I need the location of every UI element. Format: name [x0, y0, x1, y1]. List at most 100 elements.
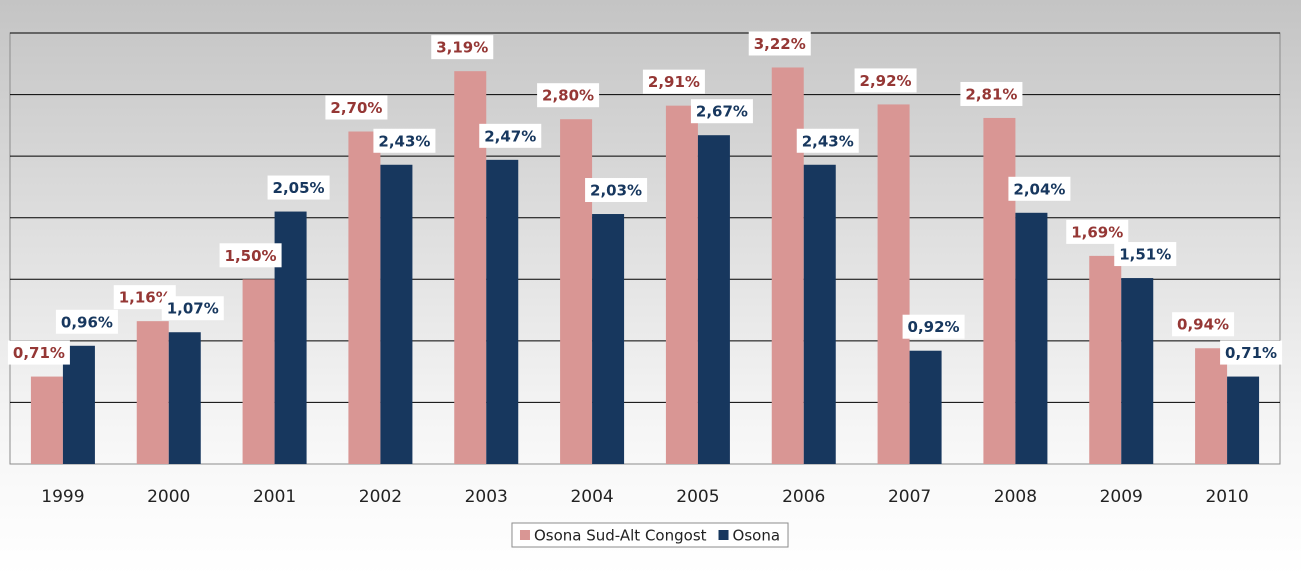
x-tick-label: 2001 — [253, 487, 296, 507]
data-label-text: 2,92% — [860, 72, 912, 90]
x-tick-label: 2006 — [782, 487, 825, 507]
bar — [877, 104, 910, 465]
data-label: 2,03% — [585, 178, 648, 203]
data-label-text: 2,03% — [590, 182, 642, 200]
bar — [62, 345, 95, 464]
data-label-box — [960, 81, 1023, 106]
data-label-box — [325, 95, 388, 120]
data-label: 3,22% — [748, 31, 811, 56]
data-label-text: 1,69% — [1071, 223, 1123, 241]
data-label: 2,47% — [479, 123, 542, 148]
data-label-box — [431, 35, 494, 60]
legend-box — [511, 522, 789, 548]
bar — [771, 67, 804, 464]
data-label-box — [902, 314, 965, 339]
bar — [136, 321, 169, 464]
data-label-box — [161, 296, 224, 321]
data-label: 2,80% — [537, 83, 600, 108]
data-label-text: 2,81% — [965, 85, 1017, 103]
data-label: 0,71% — [7, 340, 70, 365]
x-tick-label: 2003 — [465, 487, 508, 507]
data-label-box — [1008, 176, 1071, 201]
x-tick-label: 2007 — [888, 487, 931, 507]
data-label-box — [1066, 219, 1129, 244]
data-label-text: 1,50% — [225, 247, 277, 265]
bar — [560, 119, 593, 464]
data-label-text: 1,07% — [167, 300, 219, 318]
x-tick-label: 2008 — [994, 487, 1037, 507]
data-label-box — [748, 31, 811, 56]
bar — [380, 164, 413, 464]
data-label-text: 3,22% — [754, 35, 806, 53]
bar — [983, 117, 1016, 465]
data-label: 2,05% — [267, 175, 330, 200]
data-label-text: 2,91% — [648, 73, 700, 91]
data-label-box — [642, 69, 705, 94]
data-label-text: 2,43% — [802, 132, 854, 150]
data-label: 0,94% — [1172, 312, 1235, 337]
x-tick-label: 1999 — [41, 487, 84, 507]
data-label-text: 1,16% — [119, 289, 171, 307]
bar — [30, 376, 63, 464]
legend-label: Osona — [733, 527, 781, 545]
data-label-box — [1172, 312, 1235, 337]
data-label: 2,70% — [325, 95, 388, 120]
legend-label: Osona Sud-Alt Congost — [534, 527, 707, 545]
bar — [909, 350, 942, 464]
bar — [592, 214, 625, 464]
bar — [486, 159, 519, 464]
data-label: 2,43% — [796, 128, 859, 153]
bar — [1015, 212, 1048, 464]
data-label-box — [1114, 242, 1177, 267]
data-label-text: 3,19% — [436, 39, 488, 57]
bar — [348, 131, 381, 464]
x-tick-label: 2002 — [359, 487, 402, 507]
data-label: 1,51% — [1114, 242, 1177, 267]
data-label: 2,91% — [642, 69, 705, 94]
data-label-box — [373, 128, 436, 153]
data-label-box — [479, 123, 542, 148]
bar — [1121, 278, 1154, 464]
data-label-text: 0,71% — [13, 344, 65, 362]
data-label-text: 2,04% — [1013, 180, 1065, 198]
bar — [697, 135, 730, 465]
x-tick-label: 2005 — [676, 487, 719, 507]
data-label-text: 2,70% — [330, 99, 382, 117]
data-label: 1,69% — [1066, 219, 1129, 244]
x-tick-label: 2009 — [1100, 487, 1143, 507]
data-label-box — [55, 309, 118, 334]
legend-swatch — [718, 530, 729, 540]
data-label-box — [537, 83, 600, 108]
bar — [665, 105, 698, 464]
data-label-box — [854, 68, 917, 93]
data-label-box — [1220, 340, 1283, 365]
data-label: 2,81% — [960, 81, 1023, 106]
x-tick-label: 2004 — [570, 487, 613, 507]
data-label-box — [796, 128, 859, 153]
bar — [1089, 255, 1122, 464]
data-label-text: 0,96% — [61, 313, 113, 331]
data-label-text: 0,92% — [908, 318, 960, 336]
data-label: 0,96% — [55, 309, 118, 334]
data-label-box — [690, 99, 753, 124]
data-label: 2,67% — [690, 99, 753, 124]
legend-swatch — [519, 530, 530, 540]
data-label: 0,92% — [902, 314, 965, 339]
data-label-text: 2,67% — [696, 103, 748, 121]
data-label: 2,92% — [854, 68, 917, 93]
bar — [1227, 376, 1260, 464]
data-label: 1,50% — [219, 243, 282, 268]
data-label-text: 2,80% — [542, 87, 594, 105]
data-label: 2,43% — [373, 128, 436, 153]
data-label-box — [7, 340, 70, 365]
data-label-text: 0,94% — [1177, 316, 1229, 334]
data-label-box — [585, 178, 648, 203]
x-tick-label: 2010 — [1205, 487, 1248, 507]
legend: Osona Sud-Alt Congost Osona — [511, 522, 789, 548]
bar — [168, 332, 201, 464]
data-label: 0,71% — [1220, 340, 1283, 365]
bar — [1195, 348, 1228, 464]
data-label: 3,19% — [431, 35, 494, 60]
